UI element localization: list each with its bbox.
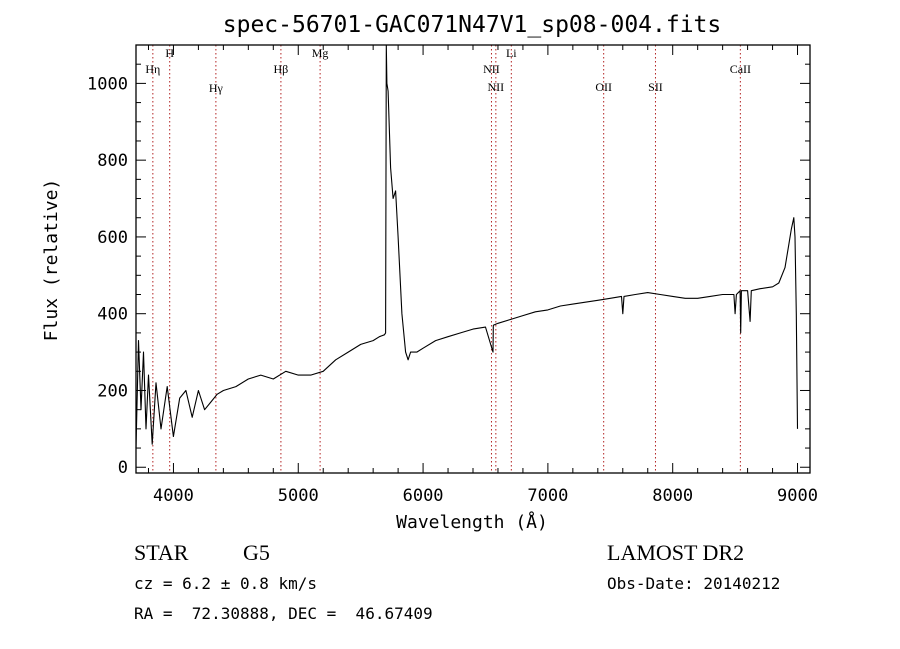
reference-line-label: CaII [730,62,751,76]
reference-line-label: H [165,46,174,60]
y-tick-label: 1000 [87,74,128,94]
spectrum-series-line [135,44,799,449]
survey-name: LAMOST DR2 [607,540,745,565]
reference-lines: Hη H Hγ Hβ Mg NII NII Li OII SII CaII [145,45,751,473]
reference-line-label: NII [483,62,500,76]
y-tick-label: 600 [97,228,128,248]
x-tick-label: 9000 [777,486,818,506]
reference-line-label: SII [648,80,663,94]
reference-line-label: Mg [312,46,329,60]
x-tick-label: 7000 [527,486,568,506]
x-axis-label: Wavelength (Å) [396,511,548,533]
reference-line-label: Hγ [209,81,224,95]
reference-line-label: Li [506,46,517,60]
obs-date-text: Obs-Date: 20140212 [607,574,781,593]
y-tick-label: 0 [118,458,128,478]
reference-line-label: Hη [145,62,160,76]
y-axis-label: Flux (relative) [41,179,62,342]
x-tick-label: 6000 [403,486,444,506]
y-tick-label: 400 [97,305,128,325]
x-tick-label: 4000 [153,486,194,506]
reference-line-label: OII [595,80,612,94]
object-class: STAR [134,540,189,565]
object-subclass: G5 [243,540,270,565]
y-axis-ticks: 0 200 400 600 800 1000 [87,44,810,478]
x-tick-label: 8000 [652,486,693,506]
reference-line-label: NII [488,80,505,94]
y-tick-label: 800 [97,151,128,171]
plot-frame [135,44,811,474]
coordinates-text: RA = 72.30888, DEC = 46.67409 [134,604,433,623]
redshift-text: cz = 6.2 ± 0.8 km/s [134,574,318,593]
reference-line-label: Hβ [274,62,289,76]
chart-title: spec-56701-GAC071N47V1_sp08-004.fits [223,12,722,38]
x-axis-ticks: 4000 5000 6000 7000 8000 9000 [147,45,818,506]
y-tick-label: 200 [97,381,128,401]
x-tick-label: 5000 [278,486,319,506]
